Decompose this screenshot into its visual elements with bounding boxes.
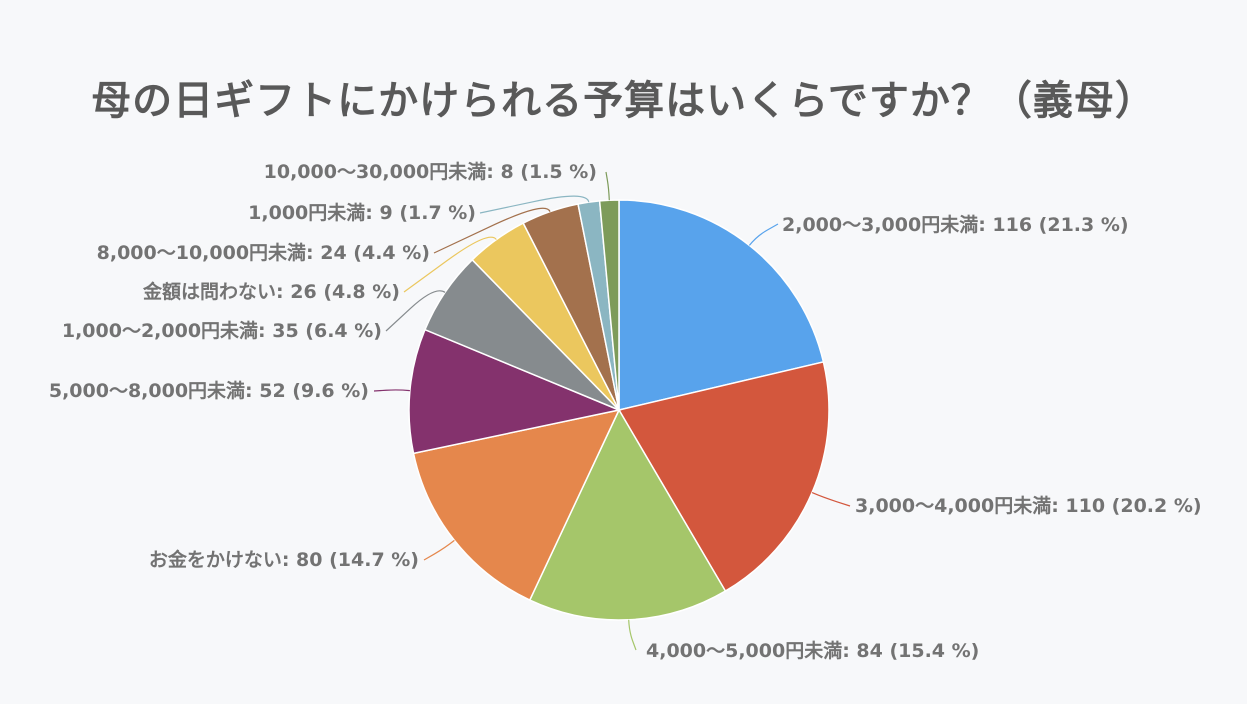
data-labels: 2,000〜3,000円未満: 116 (21.3 %) 3,000〜4,000… <box>49 160 1202 662</box>
label-2000-3000: 2,000〜3,000円未満: 116 (21.3 %) <box>782 213 1129 236</box>
label-any-amount: 金額は問わない: 26 (4.8 %) <box>142 280 400 303</box>
leader-line <box>423 539 455 561</box>
leader-line <box>628 619 637 651</box>
pie-slice <box>408 328 622 455</box>
leader-line <box>373 389 410 392</box>
leader-line <box>811 492 851 507</box>
label-10000-30000: 10,000〜30,000円未満: 8 (1.5 %) <box>264 160 597 183</box>
leader-line <box>433 207 551 254</box>
label-8000-10000: 8,000〜10,000円未満: 24 (4.4 %) <box>97 241 430 264</box>
label-3000-4000: 3,000〜4,000円未満: 110 (20.2 %) <box>855 494 1202 517</box>
leader-line <box>748 223 779 246</box>
label-no-money: お金をかけない: 80 (14.7 %) <box>149 548 419 571</box>
label-5000-8000: 5,000〜8,000円未満: 52 (9.6 %) <box>49 379 369 402</box>
label-1000-2000: 1,000〜2,000円未満: 35 (6.4 %) <box>62 319 382 342</box>
leader-lines <box>373 171 851 651</box>
leader-line <box>479 195 590 214</box>
pie-slice <box>598 199 620 411</box>
pie-slice <box>528 408 727 621</box>
pie-slice <box>617 361 830 593</box>
pie-slice <box>412 408 621 602</box>
leader-line <box>605 171 610 201</box>
label-under-1000: 1,000円未満: 9 (1.7 %) <box>248 201 476 224</box>
pie-slices <box>408 199 830 621</box>
leader-line <box>385 290 446 332</box>
leader-line <box>403 236 497 293</box>
chart-title: 母の日ギフトにかけられる予算はいくらですか？（義母） <box>91 78 1156 124</box>
label-4000-5000: 4,000〜5,000円未満: 84 (15.4 %) <box>646 639 979 662</box>
